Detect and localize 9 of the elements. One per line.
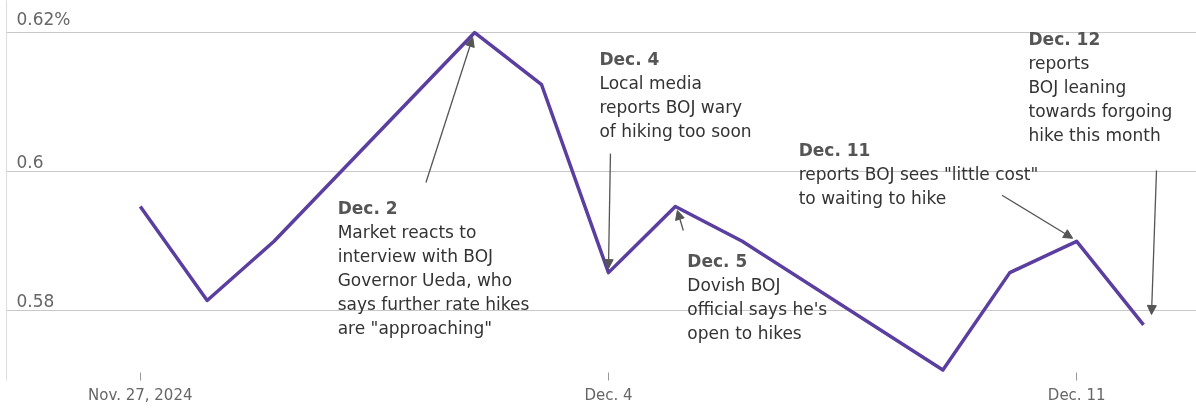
y-tick-label: 0.6 — [16, 151, 44, 172]
x-tick-label: Nov. 27, 2024 — [88, 385, 193, 404]
y-tick-label: 0.62% — [16, 8, 71, 29]
annotation: Dec. 4 Local media reports BOJ wary of hiking too soon — [599, 48, 752, 141]
x-tick-label: Dec. 11 — [1047, 385, 1106, 404]
x-tick-label: Dec. 4 — [584, 385, 633, 404]
annotation: Dec. 2 Market reacts to interview with BOJ Governor Ueda, who says further rate hikes are "approaching" — [337, 197, 530, 338]
annotation: Dec. 5 Dovish BOJ official says he's open to hikes — [687, 250, 828, 343]
y-tick-label: 0.58 — [16, 290, 55, 311]
